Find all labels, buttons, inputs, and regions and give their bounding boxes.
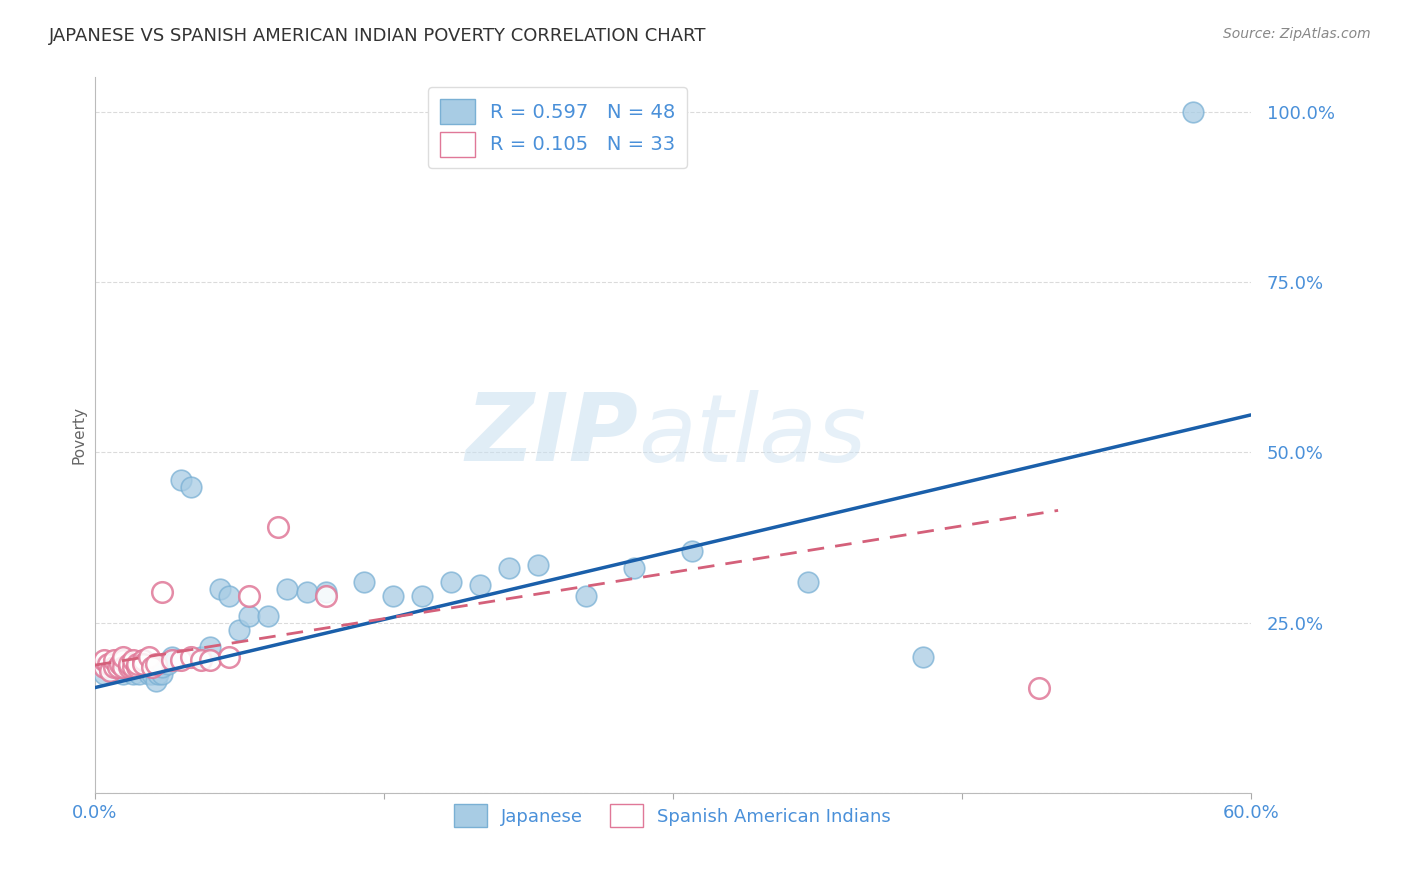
Legend: Japanese, Spanish American Indians: Japanese, Spanish American Indians (447, 797, 898, 834)
Point (180, 479, 202, 493)
Point (468, 578, 491, 592)
Point (295, 585, 318, 599)
Point (170, 473, 193, 487)
Point (118, 660, 141, 674)
Point (141, 660, 163, 674)
Point (112, 653, 135, 667)
Point (156, 657, 179, 671)
Point (118, 657, 141, 671)
Point (276, 582, 298, 596)
Point (681, 544, 703, 558)
Point (257, 609, 280, 624)
Point (112, 650, 135, 665)
Point (145, 657, 167, 671)
Point (122, 653, 145, 667)
Point (218, 650, 240, 665)
Point (122, 660, 145, 674)
Point (165, 653, 187, 667)
Point (132, 657, 155, 671)
Point (382, 589, 405, 603)
Point (198, 653, 221, 667)
Point (440, 574, 463, 589)
Point (125, 657, 148, 671)
Point (125, 660, 148, 674)
Point (198, 640, 221, 654)
Point (353, 574, 375, 589)
Point (93, 653, 115, 667)
Point (138, 650, 160, 665)
Point (141, 660, 163, 674)
Point (160, 650, 183, 665)
Point (150, 585, 173, 599)
Text: JAPANESE VS SPANISH AMERICAN INDIAN POVERTY CORRELATION CHART: JAPANESE VS SPANISH AMERICAN INDIAN POVE… (49, 27, 707, 45)
Point (97, 657, 120, 671)
Point (218, 589, 240, 603)
Point (122, 667, 145, 681)
Point (238, 609, 260, 624)
Point (125, 657, 148, 671)
Point (150, 660, 173, 674)
Text: ZIP: ZIP (465, 390, 638, 482)
Point (132, 653, 155, 667)
Point (526, 558, 548, 572)
Point (498, 561, 520, 575)
Point (107, 660, 129, 674)
Point (180, 650, 202, 665)
Point (266, 520, 288, 534)
Point (315, 585, 337, 599)
Y-axis label: Poverty: Poverty (72, 407, 86, 465)
Point (190, 650, 212, 665)
Point (112, 653, 135, 667)
Point (93, 660, 115, 674)
Point (112, 667, 135, 681)
Text: Source: ZipAtlas.com: Source: ZipAtlas.com (1223, 27, 1371, 41)
Point (98, 664, 121, 678)
Point (122, 660, 145, 674)
Point (107, 657, 129, 671)
Point (145, 673, 167, 688)
Point (796, 574, 818, 589)
Point (93, 667, 115, 681)
Point (315, 589, 337, 603)
Point (575, 589, 598, 603)
Point (912, 650, 935, 665)
Point (118, 664, 141, 678)
Point (1181, 104, 1204, 119)
Point (103, 664, 125, 678)
Point (128, 667, 150, 681)
Point (138, 667, 160, 681)
Point (623, 561, 645, 575)
Point (190, 653, 212, 667)
Point (98, 660, 121, 674)
Point (170, 653, 193, 667)
Point (228, 623, 250, 637)
Point (160, 653, 183, 667)
Point (146, 667, 169, 681)
Point (1028, 681, 1050, 695)
Point (132, 653, 155, 667)
Text: atlas: atlas (638, 390, 866, 481)
Point (132, 660, 155, 674)
Point (108, 657, 131, 671)
Point (238, 589, 260, 603)
Point (103, 660, 125, 674)
Point (150, 667, 173, 681)
Point (208, 582, 231, 596)
Point (141, 667, 163, 681)
Point (103, 653, 125, 667)
Point (411, 589, 433, 603)
Point (112, 660, 135, 674)
